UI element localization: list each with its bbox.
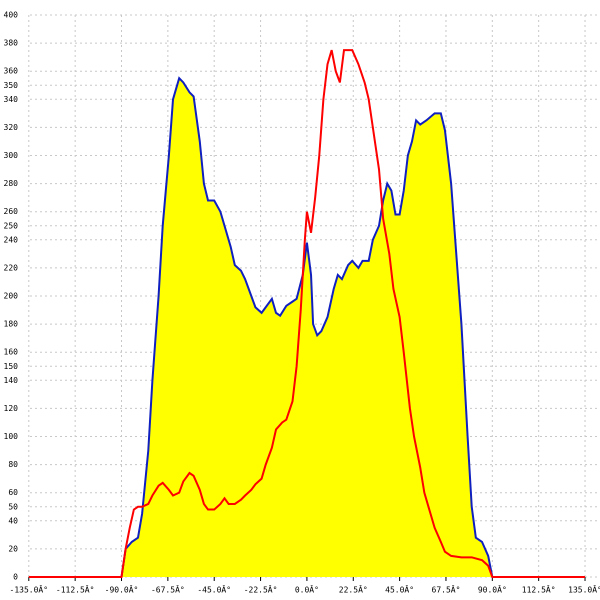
y-tick-label: 0: [13, 573, 18, 582]
x-tick-label: -135.0Â°: [10, 584, 49, 595]
y-tick-label: 320: [4, 123, 19, 132]
x-tick-label: 45.0Â°: [385, 584, 414, 595]
y-tick-label: 360: [4, 67, 19, 76]
y-tick-label: 50: [8, 502, 18, 511]
x-tick-label: -45.0Â°: [197, 584, 231, 595]
x-tick-label: 67.5Â°: [432, 584, 461, 595]
y-tick-label: 380: [4, 39, 19, 48]
y-tick-label: 160: [4, 348, 19, 357]
y-tick-label: 140: [4, 376, 19, 385]
x-tick-label: 112.5Â°: [522, 584, 556, 595]
line: [28, 49, 586, 578]
area-fill: [121, 78, 493, 577]
y-tick-label: 200: [4, 292, 19, 301]
y-tick-label: 80: [8, 460, 18, 469]
y-tick-label: 340: [4, 95, 19, 104]
x-tick-label: -22.5Â°: [244, 584, 278, 595]
x-tick-label: -112.5Â°: [56, 584, 95, 595]
x-tick-label: 0.0Â°: [295, 584, 319, 595]
y-tick-label: 120: [4, 404, 19, 413]
x-tick-label: 22.5Â°: [339, 584, 368, 595]
x-tick-label: 135.0Â°: [568, 584, 600, 595]
y-tick-label: 240: [4, 235, 19, 244]
y-tick-label: 260: [4, 207, 19, 216]
y-tick-label: 20: [8, 544, 18, 553]
y-tick-label: 40: [8, 516, 18, 525]
y-tick-label: 150: [4, 362, 19, 371]
y-tick-label: 300: [4, 151, 19, 160]
x-tick-label: -90.0Â°: [105, 584, 139, 595]
y-tick-label: 250: [4, 221, 19, 230]
area-line: [120, 76, 494, 578]
x-tick-label: -67.5Â°: [151, 584, 185, 595]
y-tick-label: 220: [4, 263, 19, 272]
y-tick-label: 400: [4, 11, 19, 20]
y-tick-label: 60: [8, 488, 18, 497]
y-tick-label: 280: [4, 179, 19, 188]
y-tick-label: 180: [4, 320, 19, 329]
y-tick-label: 100: [4, 432, 19, 441]
x-tick-label: 90.0Â°: [478, 584, 507, 595]
y-tick-label: 350: [4, 81, 19, 90]
